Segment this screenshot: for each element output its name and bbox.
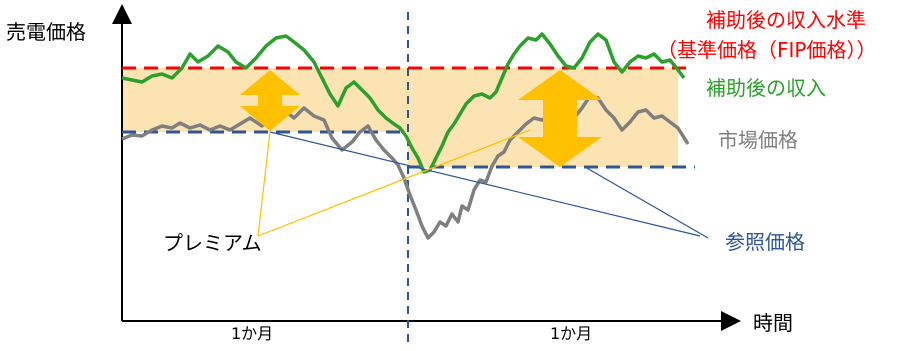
period-label-1: 1か月 <box>231 324 274 343</box>
subsidized-revenue-line <box>121 32 686 174</box>
target-level-label: 補助後の収入水準 <box>706 8 866 32</box>
period-label-2: 1か月 <box>550 324 593 343</box>
up-down-arrow-icon <box>240 70 300 131</box>
x-axis-label: 時間 <box>753 311 793 335</box>
premium-callout-1 <box>257 131 271 237</box>
subsidized-revenue-label: 補助後の収入 <box>706 76 826 100</box>
y-axis-label: 売電価格 <box>6 20 86 44</box>
target-level-sublabel: （基準価格（FIP価格）） <box>657 38 877 62</box>
reference-price-callout-1 <box>269 131 701 237</box>
premium-callout-2 <box>257 129 531 237</box>
reference-price-label: 参照価格 <box>725 230 805 254</box>
up-down-arrow-icon <box>518 70 602 167</box>
reference-price-callout-2 <box>584 166 709 239</box>
market-price-label: 市場価格 <box>718 128 798 152</box>
premium-label: プレミアム <box>163 231 262 255</box>
